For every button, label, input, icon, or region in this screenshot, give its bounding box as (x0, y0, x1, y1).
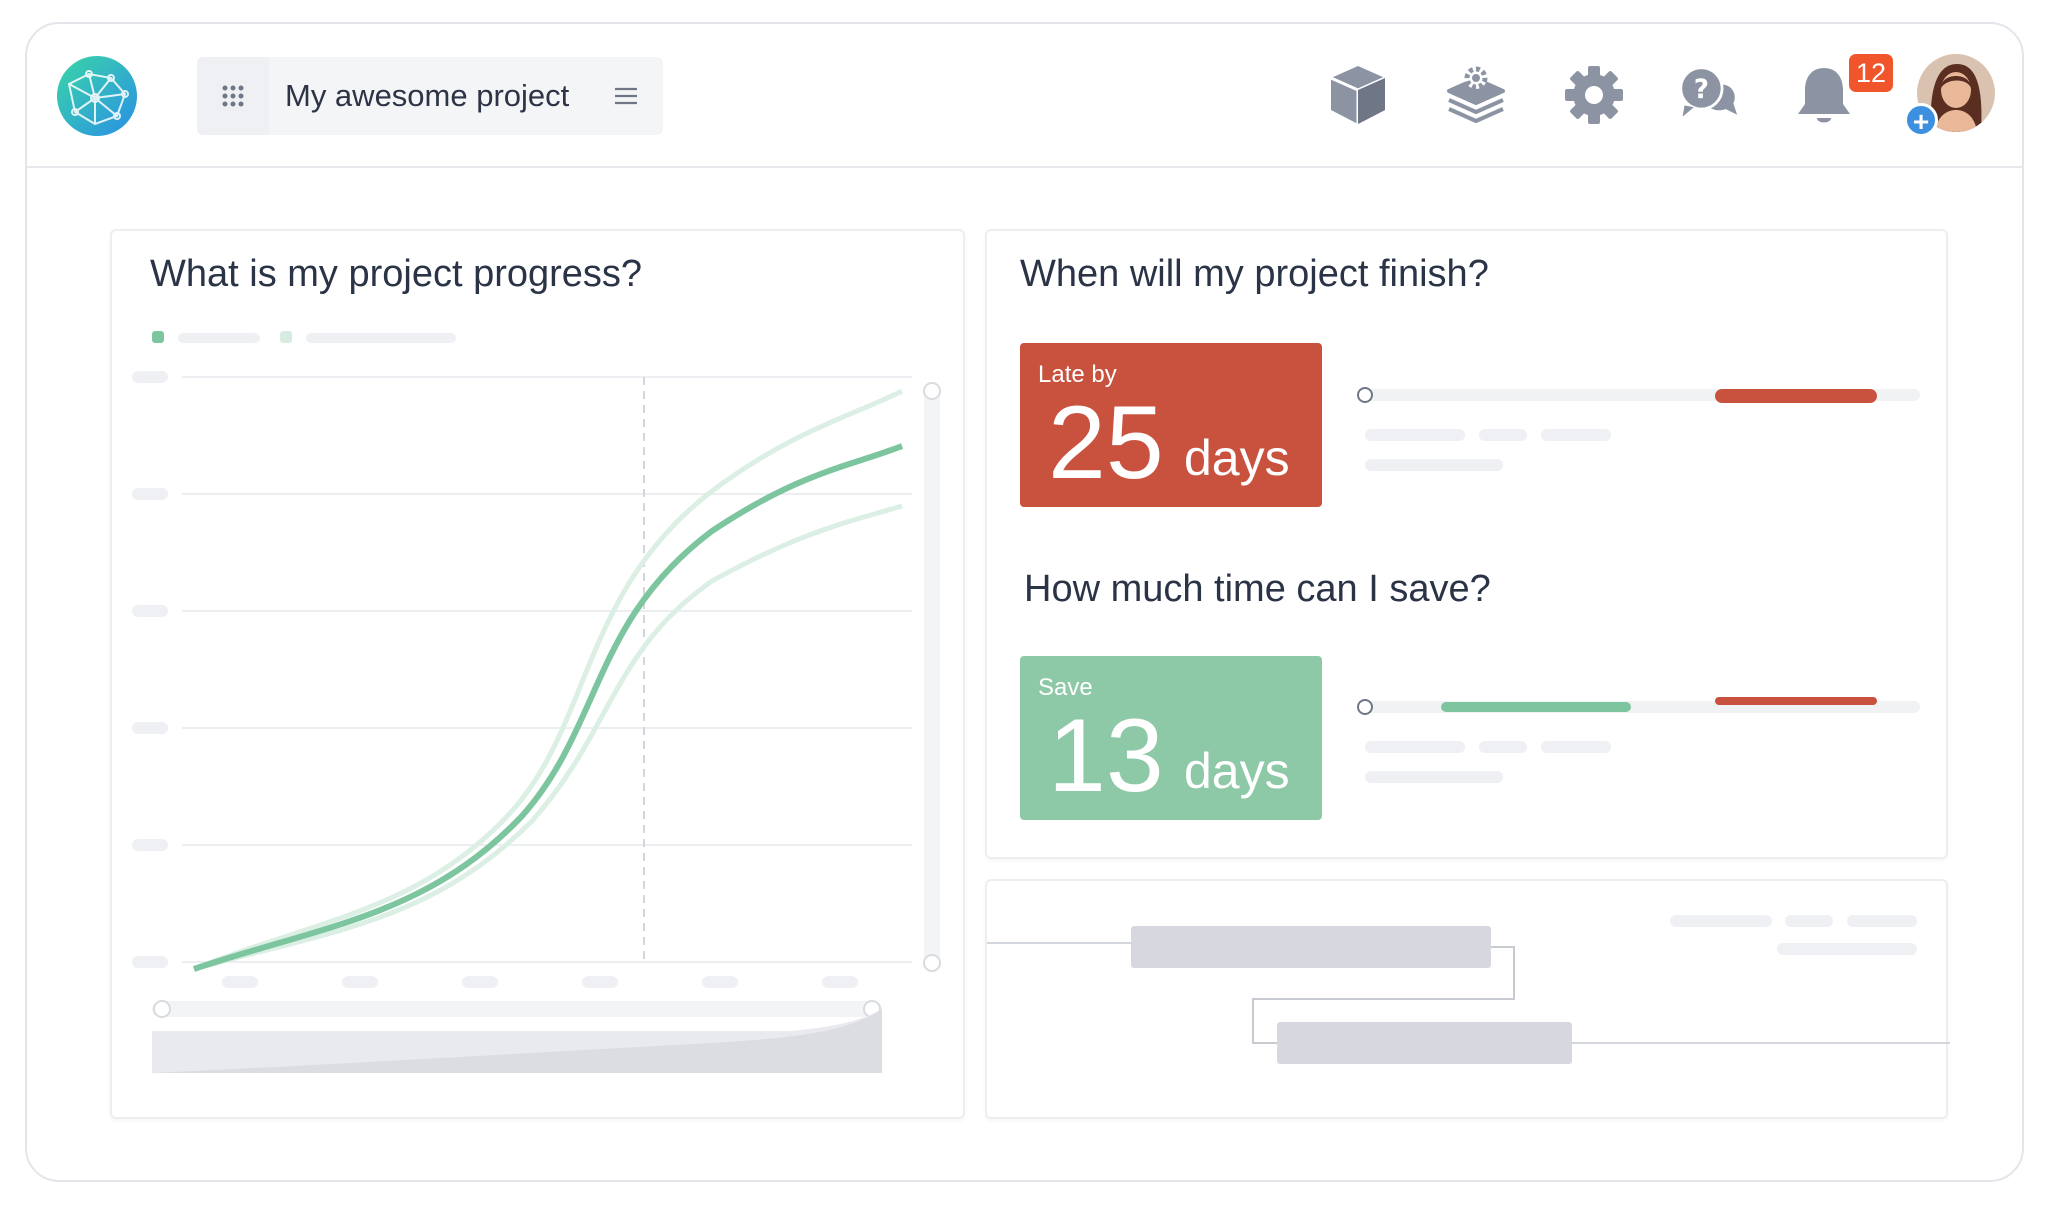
progress-card: What is my project progress? (110, 229, 965, 1119)
project-selector[interactable]: My awesome project (197, 57, 663, 135)
layers-settings-icon[interactable] (1445, 62, 1507, 128)
notification-badge: 12 (1849, 54, 1893, 92)
project-name: My awesome project (285, 78, 570, 113)
gantt-chart (987, 915, 1950, 1064)
late-by-box: Late by 25 days (1020, 343, 1322, 507)
avatar[interactable] (1917, 54, 1995, 132)
apps-grid-icon (222, 85, 244, 107)
save-card-title: How much time can I save? (1024, 568, 1491, 610)
bell-icon[interactable] (1793, 62, 1855, 128)
logo-icon[interactable] (55, 54, 139, 138)
app-frame: My awesome project (25, 22, 2024, 1182)
progress-chart (132, 331, 941, 1073)
gear-icon[interactable] (1563, 62, 1625, 128)
late-by-unit: days (1184, 430, 1290, 486)
progress-card-title: What is my project progress? (150, 253, 643, 295)
help-chat-icon[interactable]: ? (1677, 62, 1739, 128)
finish-card-title: When will my project finish? (1020, 253, 1489, 295)
save-box: Save 13 days (1020, 656, 1322, 820)
apps-grid-button[interactable] (197, 57, 269, 135)
late-by-value: 25 (1048, 385, 1164, 501)
save-unit: days (1184, 743, 1290, 799)
finish-timeline (1357, 387, 1920, 783)
package-icon[interactable] (1327, 62, 1389, 128)
save-value: 13 (1048, 698, 1164, 814)
save-label: Save (1038, 674, 1093, 701)
late-by-label: Late by (1038, 361, 1117, 388)
svg-text:?: ? (1694, 75, 1709, 105)
top-bar: My awesome project (27, 24, 2022, 168)
gantt-card (985, 879, 1950, 1119)
menu-icon[interactable] (611, 81, 641, 111)
add-user-button[interactable]: + (1904, 103, 1938, 137)
finish-card: When will my project finish? Late by 25 … (985, 229, 1948, 859)
